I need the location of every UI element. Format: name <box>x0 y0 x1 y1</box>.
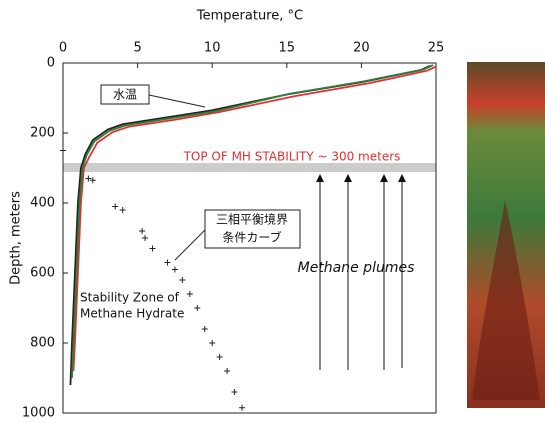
y-tick-label: 800 <box>30 336 55 351</box>
annotation: 条件カーブ <box>222 230 281 245</box>
scatter-point <box>179 277 185 283</box>
annotation: Methane Hydrate <box>80 307 184 321</box>
scatter-point <box>232 389 238 395</box>
x-tick-label: 25 <box>428 41 445 56</box>
annotation: Stability Zone of <box>80 291 180 305</box>
annotation: TOP OF MH STABILITY ~ 300 meters <box>183 150 401 164</box>
annotation: 三相平衡境界 <box>216 212 288 227</box>
scatter-point <box>194 305 200 311</box>
x-tick-label: 5 <box>133 41 141 56</box>
y-tick-label: 400 <box>30 196 55 211</box>
scatter-point <box>239 405 245 411</box>
scatter-point <box>142 235 148 241</box>
y-tick-label: 0 <box>47 56 55 71</box>
y-tick-label: 200 <box>30 126 55 141</box>
annotation: Methane plumes <box>298 260 415 276</box>
x-tick-label: 20 <box>353 41 370 56</box>
scatter-point <box>187 291 193 297</box>
leader-line <box>175 230 205 260</box>
scatter-point <box>120 207 126 213</box>
x-axis-label: Temperature, °C <box>196 9 303 24</box>
scatter-point <box>217 354 223 360</box>
x-tick-label: 15 <box>279 41 296 56</box>
x-tick-label: 0 <box>59 41 67 56</box>
scatter-point <box>139 228 145 234</box>
scatter-point <box>202 326 208 332</box>
leader-line <box>149 95 205 107</box>
y-tick-label: 1000 <box>22 406 55 421</box>
scatter-point <box>172 267 178 273</box>
stability-band <box>63 163 436 172</box>
y-axis-label: Depth, meters <box>9 191 24 285</box>
scatter-point <box>209 340 215 346</box>
scatter-point <box>224 368 230 374</box>
scatter-point <box>150 246 156 252</box>
y-tick-label: 600 <box>30 266 55 281</box>
chart: Temperature, °C Depth, meters 水温 三相平衡境界 … <box>0 0 545 423</box>
scatter-point <box>112 204 118 210</box>
x-tick-label: 10 <box>204 41 221 56</box>
sonar-image <box>467 62 545 408</box>
scatter-point <box>164 260 170 266</box>
scatter-point <box>60 148 66 154</box>
annotation: 水温 <box>113 88 137 102</box>
